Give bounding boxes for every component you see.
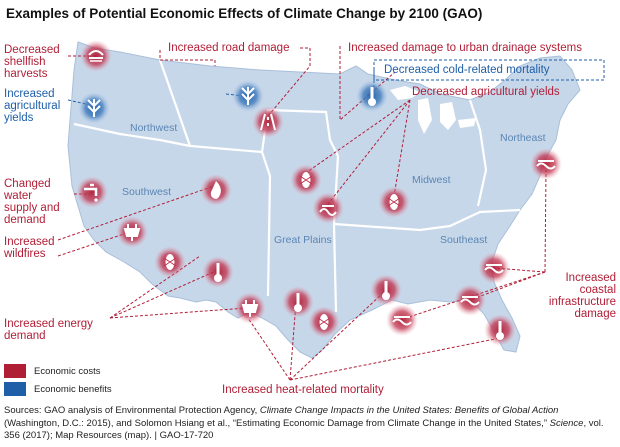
label-water-supply: Changed water supply and demand [4,178,60,226]
label-cold-mortality: Decreased cold-related mortality [384,64,550,76]
icon-fire [200,174,232,206]
region-boundaries [73,59,521,313]
icon-crop-plains [290,164,322,196]
label-urban-drainage: Increased damage to urban drainage syste… [348,42,582,54]
icon-coastal-northeast [530,148,562,180]
region-northeast: Northeast [500,132,546,144]
region-northwest: Northwest [130,122,178,134]
legend-benefit-swatch [4,382,26,396]
region-southwest: Southwest [122,186,172,198]
icon-plug-southwest [116,216,148,248]
icon-thermometer-cold [356,80,388,112]
label-energy-demand: Increased energy demand [4,318,93,342]
sources-note: Sources: GAO analysis of Environmental P… [4,405,604,441]
legend-costs-label: Economic costs [34,366,101,377]
icon-crop-southwest [154,246,186,278]
label-heat-mortality: Increased heat-related mortality [222,384,384,396]
region-great-plains: Great Plains [274,234,332,246]
map-title: Examples of Potential Economic Effects o… [6,6,483,21]
label-shellfish: Decreased shellfish harvests [4,44,60,80]
icon-road [252,106,284,138]
label-wildfires: Increased wildfires [4,236,55,260]
icon-thermometer-southeast [370,274,402,306]
icon-crop-northwest [78,92,110,124]
label-ag-yields-increased: Increased agricultural yields [4,88,61,124]
icon-thermometer-plains [282,286,314,318]
icon-drainage [312,192,344,224]
icon-crop-midwest [378,186,410,218]
label-coastal-infrastructure: Increased coastal infrastructure damage [548,272,616,320]
icon-coastal-gulf [386,304,418,336]
region-midwest: Midwest [412,174,451,186]
legend-benefits-label: Economic benefits [34,384,112,395]
region-southeast: Southeast [440,234,488,246]
icon-plug-plains [234,292,266,324]
icon-crop-northwest-2 [232,80,264,112]
label-road-damage: Increased road damage [168,42,290,54]
icon-thermometer-florida [484,314,516,346]
legend-cost-swatch [4,364,26,378]
great-lakes [390,86,476,134]
icon-crop-texas [308,306,340,338]
icon-shellfish [80,40,112,72]
icon-coastal-carolina [478,252,510,284]
label-ag-yields-decreased: Decreased agricultural yields [412,86,560,98]
icon-thermometer-southwest [202,256,234,288]
cold-mortality-box [373,59,605,81]
icon-faucet [76,176,108,208]
icon-coastal-georgia [454,284,486,316]
